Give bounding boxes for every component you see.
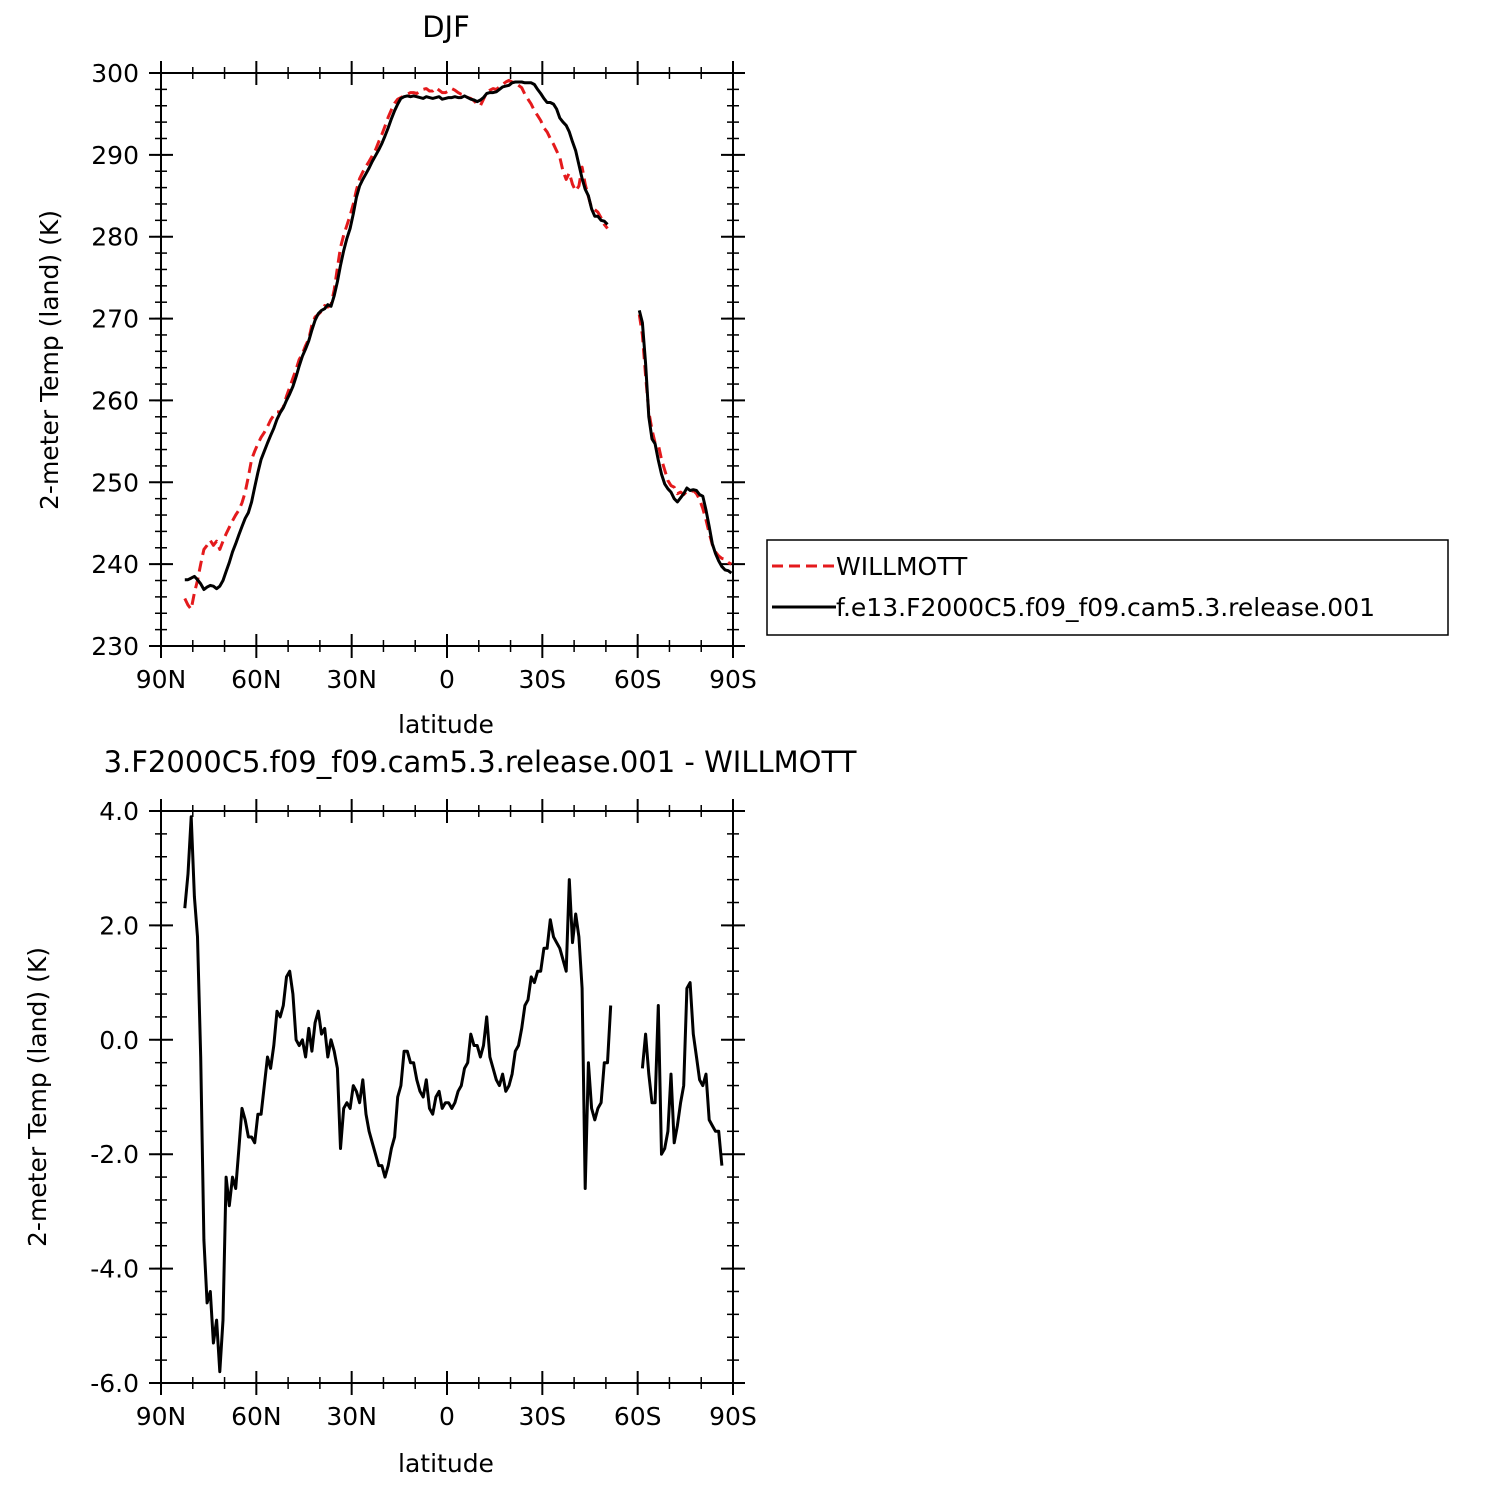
bottom-y-axis-label: 2-meter Temp (land) (K) (23, 947, 52, 1247)
x-tick-label: 90S (709, 1402, 757, 1431)
bottom-series-group (183, 815, 724, 1374)
x-tick-label: 60S (614, 1402, 662, 1431)
legend-label-willmott: WILLMOTT (836, 552, 968, 581)
y-tick-label: 2.0 (99, 911, 139, 940)
bottom-x-axis-label: latitude (398, 1449, 494, 1478)
y-tick-label: 250 (91, 468, 139, 497)
bottom-x-tick-labels: 90N 60N 30N 0 30S 60S 90S (136, 1402, 757, 1431)
top-panel: DJF 90N 60N 30N 0 30S 60S 90S 300 290 280 270 260 2… (35, 10, 757, 739)
top-y-tick-labels: 300 290 280 270 260 250 240 230 (91, 59, 139, 661)
top-x-tick-labels: 90N 60N 30N 0 30S 60S 90S (136, 665, 757, 694)
top-x-axis-label: latitude (398, 710, 494, 739)
x-tick-label: 30N (326, 1402, 377, 1431)
y-tick-label: 230 (91, 632, 139, 661)
bottom-axis-ticks (149, 799, 745, 1395)
y-tick-label: 0.0 (99, 1026, 139, 1055)
model-series-line (637, 310, 733, 575)
y-tick-label: -2.0 (90, 1140, 139, 1169)
x-tick-label: 30S (518, 665, 566, 694)
y-tick-label: 240 (91, 550, 139, 579)
y-tick-label: -4.0 (90, 1255, 139, 1284)
top-series-group (183, 78, 733, 611)
y-tick-label: 290 (91, 141, 139, 170)
model-series-line (640, 981, 724, 1166)
x-tick-label: 30N (326, 665, 377, 694)
willmott-series-line (183, 78, 609, 611)
top-y-axis-label: 2-meter Temp (land) (K) (35, 210, 64, 510)
y-tick-label: 270 (91, 305, 139, 334)
top-axis-ticks (149, 61, 745, 658)
x-tick-label: 60N (231, 1402, 282, 1431)
x-tick-label: 90S (709, 665, 757, 694)
x-tick-label: 90N (136, 1402, 187, 1431)
y-tick-label: 4.0 (99, 797, 139, 826)
y-tick-label: -6.0 (90, 1369, 139, 1398)
y-tick-label: 300 (91, 59, 139, 88)
top-plot-title: DJF (422, 10, 470, 44)
legend-box (766, 539, 1449, 636)
bottom-panel: 3.F2000C5.f09_f09.cam5.3.release.001 - W… (23, 745, 857, 1478)
x-tick-label: 90N (136, 665, 187, 694)
x-tick-label: 0 (439, 1402, 455, 1431)
bottom-plot-title: 3.F2000C5.f09_f09.cam5.3.release.001 - W… (104, 745, 857, 779)
x-tick-label: 0 (439, 665, 455, 694)
x-tick-label: 30S (518, 1402, 566, 1431)
model-series-line (184, 80, 609, 591)
x-tick-label: 60S (614, 665, 662, 694)
bottom-y-tick-labels: 4.0 2.0 0.0 -2.0 -4.0 -6.0 (90, 797, 139, 1398)
x-tick-label: 60N (231, 665, 282, 694)
model-series-line (183, 815, 613, 1374)
y-tick-label: 280 (91, 223, 139, 252)
y-tick-label: 260 (91, 386, 139, 415)
legend: WILLMOTT f.e13.F2000C5.f09_f09.cam5.3.re… (766, 539, 1449, 636)
legend-label-model: f.e13.F2000C5.f09_f09.cam5.3.release.001 (836, 593, 1375, 622)
